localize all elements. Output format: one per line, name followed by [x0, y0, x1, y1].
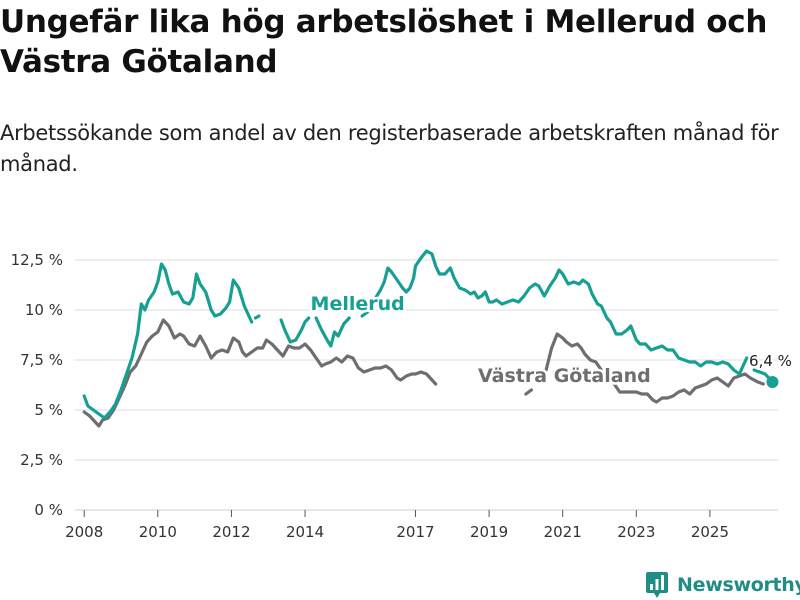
x-tick-label: 2014	[286, 523, 324, 541]
series-line-mellerud	[82, 262, 254, 420]
y-tick-label: 7,5 %	[20, 351, 63, 369]
series-label-mellerud: Mellerud	[311, 293, 405, 315]
series-label-vastra: Västra Götaland	[478, 365, 651, 387]
y-gridlines	[75, 259, 778, 511]
x-tick-label: 2019	[470, 523, 508, 541]
series-line-mellerud	[279, 316, 311, 344]
x-tick-label: 2023	[617, 523, 655, 541]
newsworthy-logo: Newsworthy	[645, 570, 800, 600]
series-lines	[82, 249, 779, 428]
y-tick-label: 5 %	[34, 401, 63, 419]
x-tick-label: 2008	[65, 523, 103, 541]
series-line-mellerud	[253, 314, 261, 320]
series-line-vastra	[544, 332, 603, 372]
x-axis: 2008 2010 2012 2014 2017 2019 2021 2023 2025	[65, 510, 729, 541]
newsworthy-icon	[646, 572, 668, 598]
x-tick-label: 2025	[691, 523, 729, 541]
series-line-vastra	[612, 372, 765, 404]
chart-title: Ungefär lika hög arbetslöshet i Mellerud…	[0, 4, 768, 80]
y-tick-label: 0 %	[34, 501, 63, 519]
series-line-vastra	[82, 318, 438, 428]
brand-name: Newsworthy	[677, 574, 800, 596]
series-labels: Mellerud Västra Götaland 6,4 %	[308, 291, 794, 390]
y-axis-tick-labels: 0 % 2,5 % 5 % 7,5 % 10 % 12,5 %	[11, 251, 63, 519]
end-point-marker	[766, 376, 779, 388]
series-line-mellerud	[314, 316, 351, 348]
chart-subtitle: Arbetssökande som andel av den registerb…	[0, 121, 779, 176]
series-line-vastra	[524, 388, 533, 396]
y-tick-label: 10 %	[25, 301, 63, 319]
y-tick-label: 2,5 %	[20, 451, 63, 469]
x-tick-label: 2021	[544, 523, 582, 541]
y-tick-label: 12,5 %	[11, 251, 63, 269]
series-line-mellerud	[360, 249, 749, 376]
x-tick-label: 2017	[396, 523, 434, 541]
end-value-label: 6,4 %	[749, 352, 792, 370]
x-tick-label: 2012	[212, 523, 250, 541]
x-tick-label: 2010	[139, 523, 177, 541]
